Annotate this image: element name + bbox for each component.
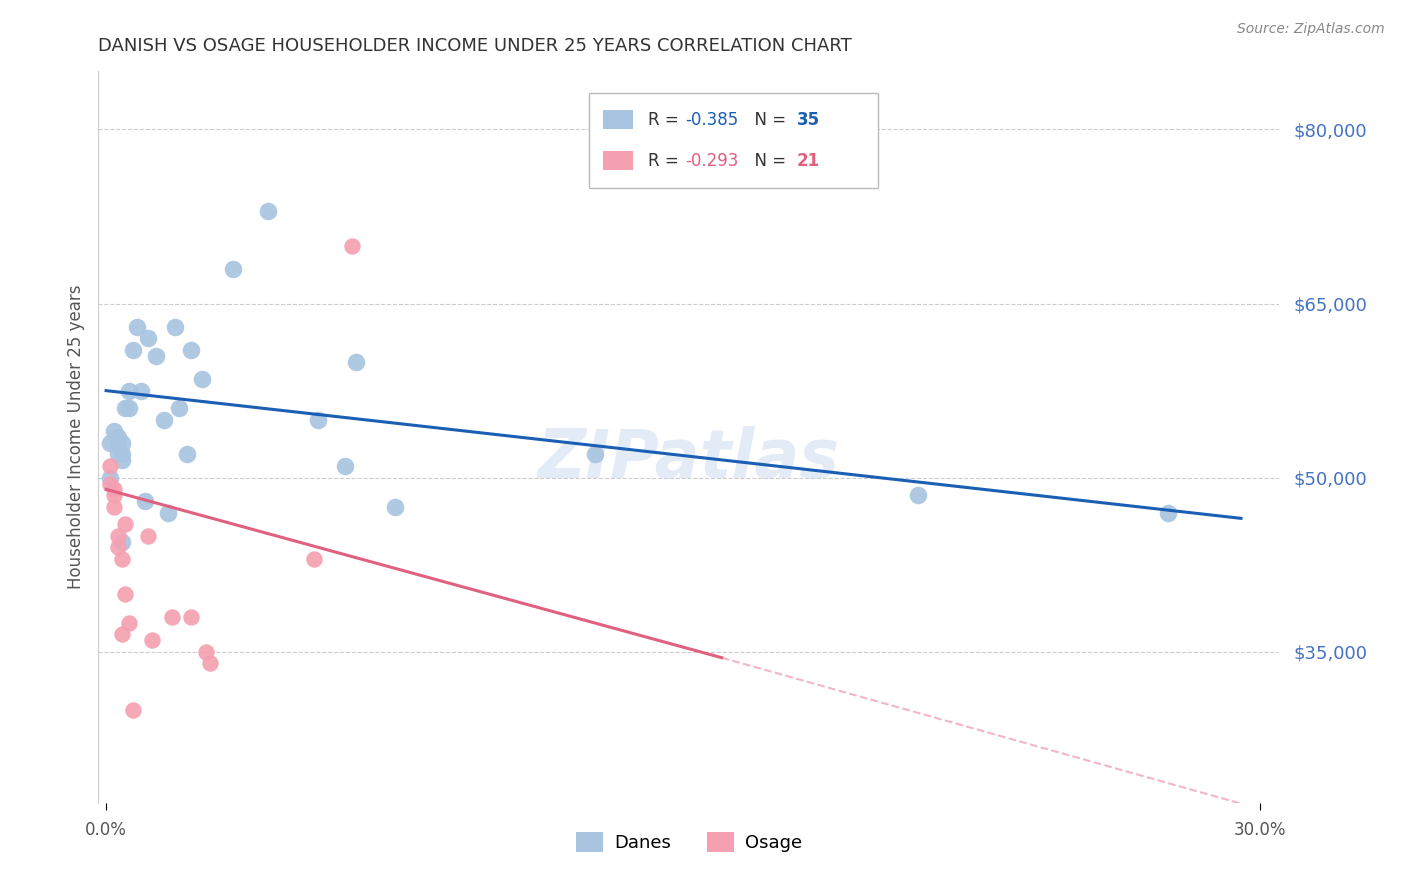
Point <box>195 645 218 659</box>
Point <box>384 500 406 514</box>
Point <box>145 349 167 363</box>
Point <box>103 488 125 502</box>
Point <box>103 483 125 497</box>
Point <box>180 343 202 357</box>
Point <box>114 587 136 601</box>
Text: N =: N = <box>744 152 792 169</box>
Point <box>138 331 160 345</box>
Point <box>176 448 198 462</box>
Text: DANISH VS OSAGE HOUSEHOLDER INCOME UNDER 25 YEARS CORRELATION CHART: DANISH VS OSAGE HOUSEHOLDER INCOME UNDER… <box>98 37 852 54</box>
Point <box>342 238 364 252</box>
Point <box>307 412 329 426</box>
Point <box>165 319 187 334</box>
Text: R =: R = <box>648 111 683 128</box>
Point <box>156 506 179 520</box>
Point <box>583 448 606 462</box>
Bar <box>603 151 634 170</box>
Point <box>107 529 129 543</box>
Point <box>118 401 141 415</box>
Text: N =: N = <box>744 111 792 128</box>
Point <box>107 436 129 450</box>
Point <box>191 372 214 386</box>
Text: Source: ZipAtlas.com: Source: ZipAtlas.com <box>1237 22 1385 37</box>
Point <box>333 459 356 474</box>
Point <box>153 412 176 426</box>
Bar <box>603 110 634 129</box>
Point <box>110 453 132 467</box>
Point <box>114 401 136 415</box>
Text: ZIPatlas: ZIPatlas <box>538 426 839 492</box>
Point <box>302 552 325 566</box>
Point <box>107 541 129 555</box>
Point <box>907 488 929 502</box>
Point <box>138 529 160 543</box>
Point <box>122 343 145 357</box>
Point <box>160 610 183 624</box>
FancyBboxPatch shape <box>589 94 877 188</box>
Point <box>180 610 202 624</box>
Point <box>256 203 278 218</box>
Point <box>110 448 132 462</box>
Point <box>110 627 132 641</box>
Point <box>103 424 125 438</box>
Point <box>198 657 221 671</box>
Point <box>222 261 245 276</box>
Point <box>114 517 136 532</box>
Point <box>344 354 367 368</box>
Point <box>98 476 121 491</box>
Point <box>110 552 132 566</box>
Point <box>129 384 152 398</box>
Text: 21: 21 <box>796 152 820 169</box>
Point <box>167 401 190 415</box>
Y-axis label: Householder Income Under 25 years: Householder Income Under 25 years <box>66 285 84 590</box>
Text: 35: 35 <box>796 111 820 128</box>
Text: -0.293: -0.293 <box>685 152 738 169</box>
Point <box>118 615 141 630</box>
Point <box>98 471 121 485</box>
Point <box>98 459 121 474</box>
Point <box>107 430 129 444</box>
Text: R =: R = <box>648 152 683 169</box>
Point <box>118 384 141 398</box>
Point <box>134 494 156 508</box>
Point <box>107 448 129 462</box>
Point <box>98 436 121 450</box>
Point <box>122 703 145 717</box>
Point <box>110 534 132 549</box>
Point <box>141 633 163 648</box>
Point <box>125 319 148 334</box>
Point <box>1157 506 1180 520</box>
Point <box>103 500 125 514</box>
Text: -0.385: -0.385 <box>685 111 738 128</box>
Point <box>110 436 132 450</box>
Legend: Danes, Osage: Danes, Osage <box>569 824 808 860</box>
